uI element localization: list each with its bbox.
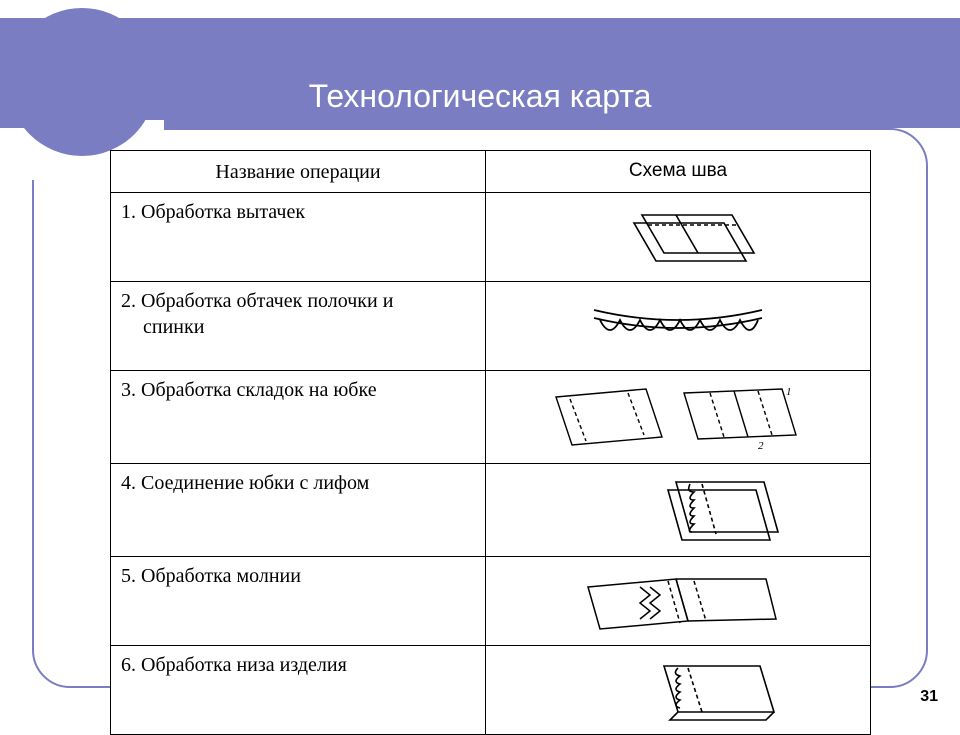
diagram-cell — [486, 557, 871, 646]
diagram-hem — [568, 654, 788, 726]
table-row: 2. Обработка обтачек полочки и спинки — [111, 282, 871, 371]
operation-label: 1. Обработка вытачек — [121, 201, 305, 223]
col-header-diagram: Схема шва — [486, 151, 871, 193]
table-row: 4. Соединение юбки с лифом — [111, 464, 871, 557]
diagram-zipper — [568, 565, 788, 637]
diagram-dart — [568, 201, 788, 273]
diagram-facing — [558, 290, 798, 362]
page-title: Технологическая карта — [0, 78, 960, 115]
diagram-join — [568, 472, 788, 548]
table-row: 5. Обработка молнии — [111, 557, 871, 646]
diagram-cell — [486, 464, 871, 557]
operation-label: 6. Обработка низа изделия — [121, 654, 347, 676]
table-row: 3. Обработка складок на юбке 1 2 — [111, 371, 871, 464]
operation-cell: 2. Обработка обтачек полочки и спинки — [111, 282, 486, 371]
operation-label-line2: спинки — [121, 314, 204, 340]
operation-cell: 3. Обработка складок на юбке — [111, 371, 486, 464]
operations-table: Название операции Схема шва 1. Обработка… — [110, 150, 871, 735]
diagram-cell: 1 2 — [486, 371, 871, 464]
operation-label: 3. Обработка складок на юбке — [121, 379, 377, 401]
operation-label: 2. Обработка обтачек полочки и — [121, 290, 393, 312]
svg-text:1: 1 — [786, 386, 792, 398]
table-header-row: Название операции Схема шва — [111, 151, 871, 193]
table-row: 1. Обработка вытачек — [111, 193, 871, 282]
operation-cell: 4. Соединение юбки с лифом — [111, 464, 486, 557]
operation-cell: 6. Обработка низа изделия — [111, 646, 486, 735]
page-number: 31 — [920, 688, 938, 706]
operation-cell: 5. Обработка молнии — [111, 557, 486, 646]
diagram-pleats: 1 2 — [528, 379, 828, 455]
operation-label: 5. Обработка молнии — [121, 565, 301, 587]
svg-text:2: 2 — [758, 440, 764, 452]
diagram-cell — [486, 282, 871, 371]
operation-label: 4. Соединение юбки с лифом — [121, 472, 369, 494]
table-row: 6. Обработка низа изделия — [111, 646, 871, 735]
diagram-cell — [486, 646, 871, 735]
operation-cell: 1. Обработка вытачек — [111, 193, 486, 282]
diagram-cell — [486, 193, 871, 282]
col-header-operation: Название операции — [111, 151, 486, 193]
